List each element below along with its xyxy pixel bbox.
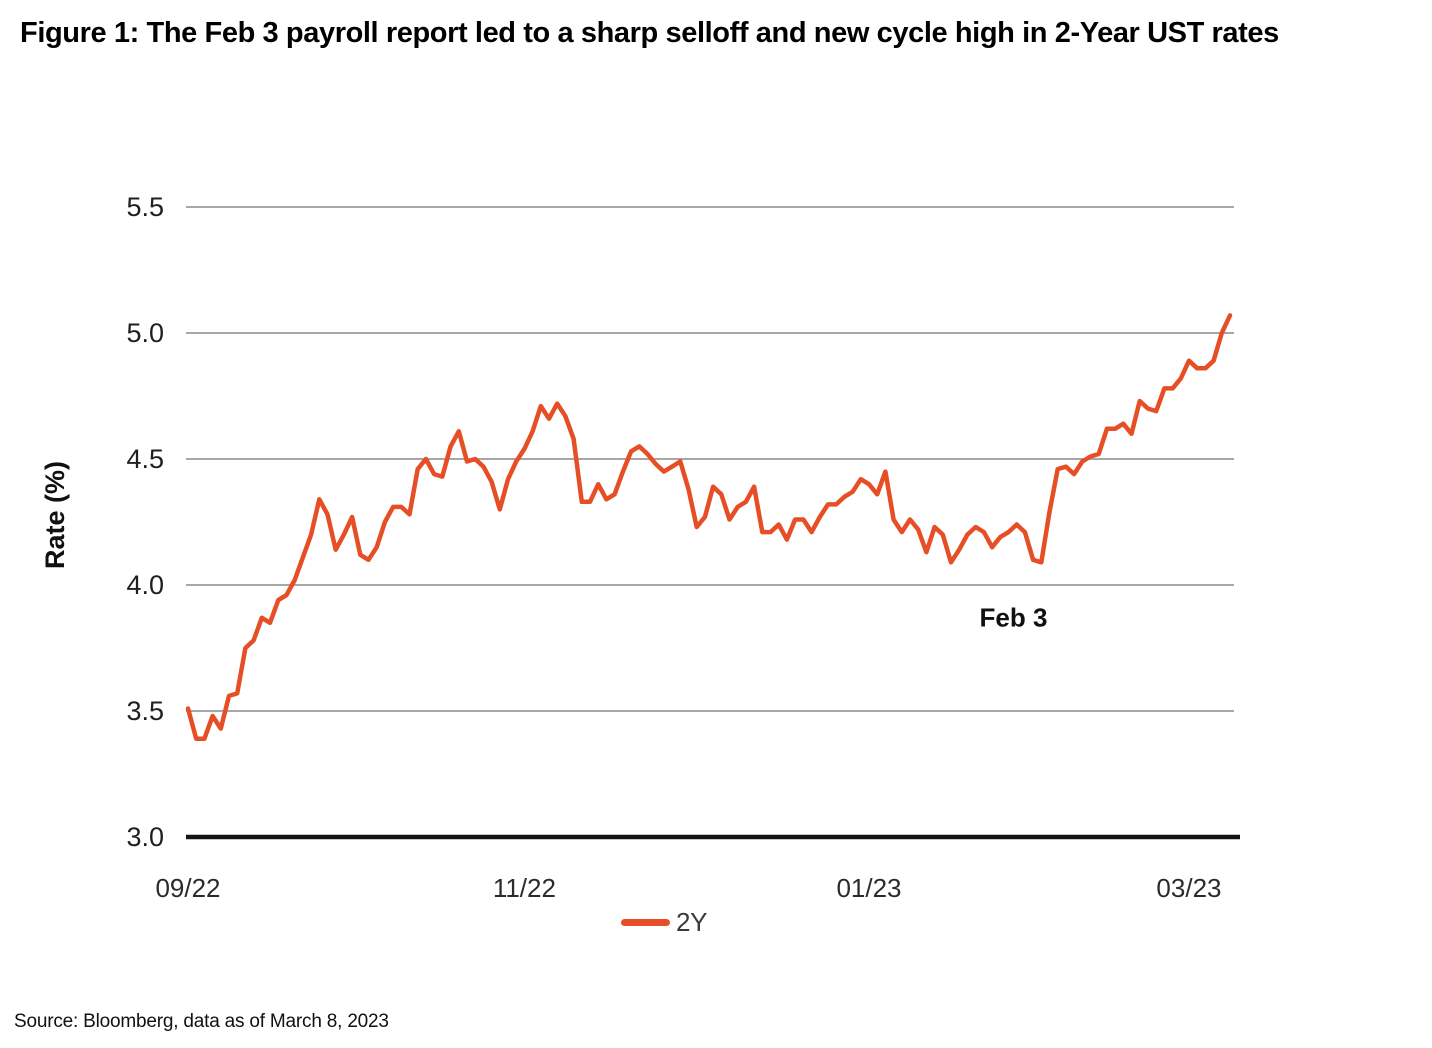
figure-title: Figure 1: The Feb 3 payroll report led t… xyxy=(20,17,1279,49)
feb3-annotation: Feb 3 xyxy=(979,602,1048,633)
series-2y-line xyxy=(185,313,1233,741)
legend-line-swatch xyxy=(621,918,670,926)
y-tick-label-4.0: 4.0 xyxy=(126,570,164,600)
y-axis-title: Rate (%) xyxy=(40,461,70,569)
y-tick-label-3.0: 3.0 xyxy=(126,822,164,852)
x-tick-label-09/22: 09/22 xyxy=(155,873,220,903)
x-tick-label-11/22: 11/22 xyxy=(493,873,556,903)
chart-legend: 2Y xyxy=(621,906,708,937)
x-tick-label-01/23: 01/23 xyxy=(836,873,901,903)
y-tick-label-3.5: 3.5 xyxy=(126,696,164,726)
source-note: Source: Bloomberg, data as of March 8, 2… xyxy=(14,1011,389,1032)
y-tick-label-5.0: 5.0 xyxy=(126,318,164,348)
y-tick-label-5.5: 5.5 xyxy=(126,192,164,222)
y-tick-label-4.5: 4.5 xyxy=(126,444,164,474)
legend-series-label: 2Y xyxy=(676,906,708,937)
x-tick-label-03/23: 03/23 xyxy=(1156,873,1221,903)
